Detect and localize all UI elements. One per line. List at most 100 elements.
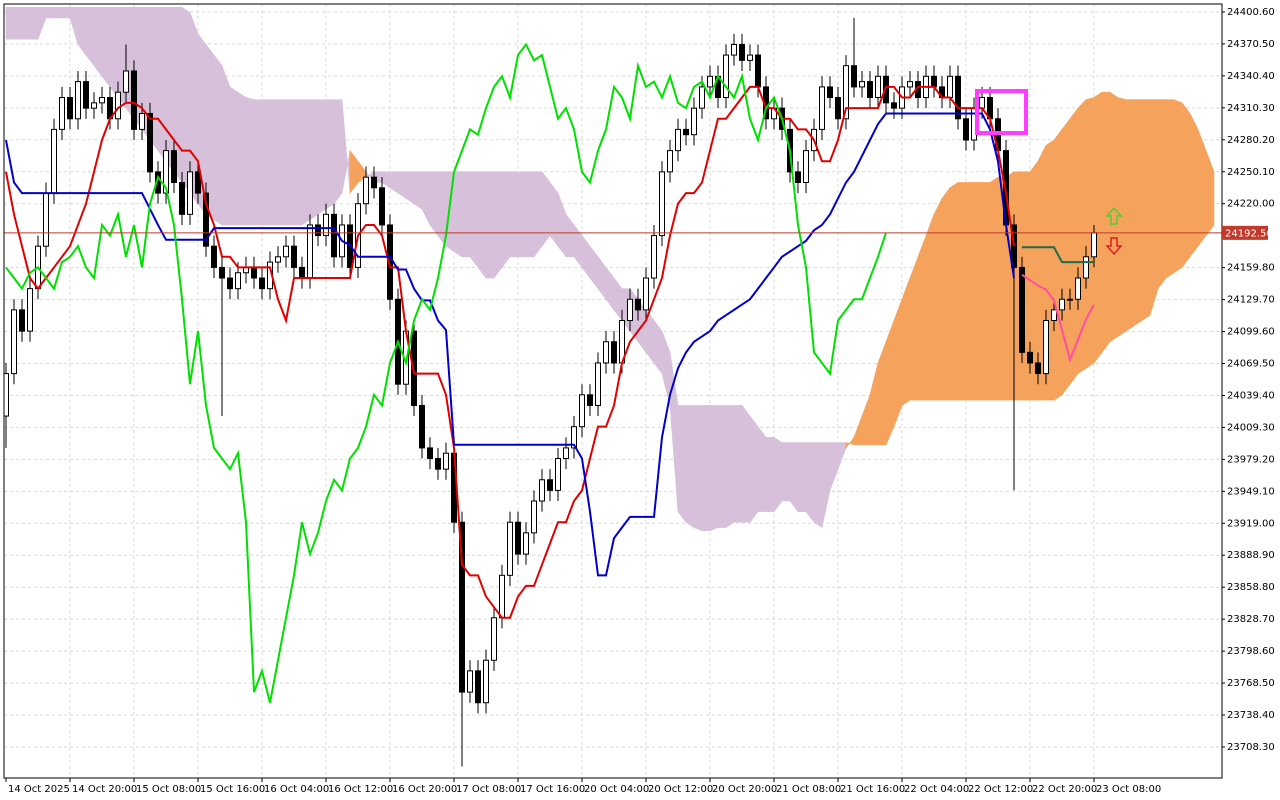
cloud-segment	[13, 6, 23, 40]
cloud-segment	[573, 224, 583, 269]
indicator-line	[1021, 274, 1095, 363]
candle-body	[67, 97, 73, 120]
cloud-segment	[797, 442, 807, 512]
candle-body	[43, 192, 49, 247]
cloud-segment	[973, 182, 983, 401]
candle-body	[259, 277, 265, 290]
candle-body	[723, 54, 729, 99]
cloud-segment	[277, 99, 287, 226]
cloud-segment	[221, 65, 231, 226]
candle-body	[1051, 309, 1057, 322]
x-tick-label: 22 Oct 12:00	[968, 784, 1033, 795]
cloud-segment	[541, 170, 551, 248]
candle-body	[523, 532, 529, 555]
highlight-box	[975, 89, 1028, 135]
cloud-segment	[421, 171, 431, 226]
candle-body	[187, 171, 193, 215]
cloud-segment	[525, 171, 535, 258]
y-tick-label: 24009.30	[1227, 422, 1275, 433]
candle-body	[51, 128, 57, 194]
indicator-line	[5, 112, 1015, 577]
x-tick-label: 15 Oct 08:00	[136, 784, 201, 795]
candle-body	[115, 91, 121, 120]
cloud-segment	[341, 99, 351, 194]
candle-body	[251, 266, 257, 279]
candle-body	[859, 81, 865, 88]
cloud-segment	[1093, 91, 1103, 364]
candle-body	[299, 266, 305, 279]
candle-body	[587, 394, 593, 406]
cloud-segment	[37, 6, 47, 40]
cloud-segment	[709, 405, 719, 532]
candle-body	[819, 86, 825, 130]
candle-body	[955, 75, 961, 120]
cloud-segment	[989, 176, 999, 401]
cloud-segment	[965, 182, 975, 401]
cloud-segment	[325, 99, 335, 210]
cloud-segment	[5, 6, 15, 40]
candle-body	[563, 447, 569, 460]
candle-body	[947, 75, 953, 99]
x-tick-label: 17 Oct 16:00	[520, 784, 585, 795]
candle-body	[707, 75, 713, 88]
candle-body	[491, 617, 497, 661]
cloud-segment	[237, 91, 247, 226]
candle-body	[1043, 320, 1049, 375]
candle-body	[907, 81, 913, 88]
candle-body	[211, 245, 217, 268]
cloud-segment	[157, 6, 167, 163]
cloud-segment	[685, 405, 695, 529]
candle-body	[499, 574, 505, 619]
candle-body	[283, 245, 289, 258]
cloud-segment	[349, 149, 359, 194]
candle-body	[515, 521, 521, 555]
cloud-segment	[29, 6, 39, 40]
y-tick-label: 24400.60	[1227, 7, 1275, 18]
cloud-segment	[589, 245, 599, 290]
candle-body	[963, 118, 969, 141]
cloud-segment	[557, 192, 567, 258]
x-tick-label: 23 Oct 08:00	[1096, 784, 1161, 795]
cloud-segment	[381, 171, 391, 189]
cloud-segment	[901, 277, 911, 406]
candle-body	[131, 70, 137, 130]
candle-body	[99, 97, 105, 104]
cloud-segment	[845, 436, 855, 449]
candle-body	[75, 81, 81, 120]
candle-body	[171, 150, 177, 183]
cloud-segment	[493, 171, 503, 279]
cloud-segment	[517, 171, 527, 258]
candle-body	[331, 213, 337, 258]
y-tick-label: 24129.70	[1227, 295, 1275, 306]
x-tick-label: 16 Oct 04:00	[264, 784, 329, 795]
cloud-segment	[741, 404, 751, 523]
cloud-segment	[1165, 99, 1175, 279]
cloud-segment	[1197, 129, 1207, 248]
cloud-segment	[477, 171, 487, 279]
candle-body	[531, 500, 537, 534]
candle-body	[659, 171, 665, 237]
y-tick-label: 24099.60	[1227, 327, 1275, 338]
cloud-segment	[61, 6, 71, 19]
cloud-segment	[773, 436, 783, 513]
candle-body	[163, 150, 169, 194]
cloud-segment	[813, 442, 823, 529]
y-tick-label: 24250.10	[1227, 167, 1275, 178]
x-tick-label: 20 Oct 20:00	[712, 784, 777, 795]
candle-body	[459, 521, 465, 693]
cloud-segment	[693, 405, 703, 532]
candle-body	[323, 213, 329, 237]
cloud-segment	[1173, 99, 1183, 274]
candle-body	[979, 97, 985, 109]
cloud-segment	[109, 6, 119, 99]
cloud-segment	[437, 171, 447, 248]
candle-body	[539, 479, 545, 502]
candle-body	[203, 192, 209, 247]
cloud-segment	[213, 54, 223, 226]
candle-body	[931, 75, 937, 88]
candle-body	[11, 309, 17, 375]
candle-body	[571, 426, 577, 449]
cloud-segment	[725, 405, 735, 529]
candle-body	[371, 176, 377, 189]
candle-body	[275, 256, 281, 263]
